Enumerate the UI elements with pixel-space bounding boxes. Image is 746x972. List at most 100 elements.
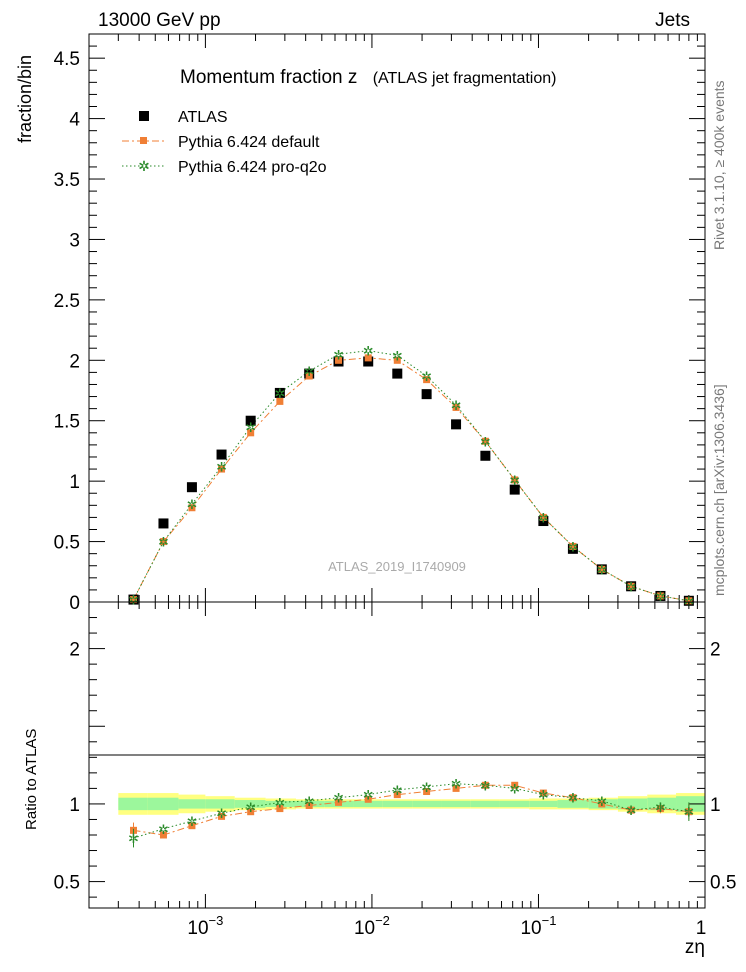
- main-atlas-marker: [480, 450, 491, 461]
- main-pythia-6-424-default-marker: [218, 465, 226, 473]
- ratio-pythia-6-424-pro-q2o-marker: ✲: [538, 788, 549, 803]
- ratio-pythia-6-424-pro-q2o-marker: ✲: [683, 805, 694, 820]
- ratio-band-inner: [205, 799, 235, 809]
- ratio-ticks: [88, 602, 706, 908]
- main-atlas-marker: [392, 368, 403, 379]
- ratio-x-tick-label: 10−1: [520, 913, 556, 939]
- legend: ATLAS Pythia 6.424 default ✲ Pythia 6.42…: [122, 109, 327, 176]
- main-pythia-6-424-pro-q2o-marker: ✲: [567, 539, 578, 554]
- ratio-band-inner: [178, 799, 206, 809]
- main-pythia-6-424-default-marker: [539, 513, 547, 521]
- main-pythia-6-424-pro-q2o-marker: ✲: [245, 420, 256, 435]
- main-y-tick-label: 2: [69, 351, 80, 372]
- legend-marker-proq2o: ✲: [138, 158, 150, 174]
- ratio-band-inner: [382, 800, 413, 808]
- main-pythia-6-424-pro-q2o-marker: ✲: [480, 434, 491, 449]
- main-pythia-6-424-default-marker: [247, 429, 255, 437]
- ratio-pythia-6-424-default-marker: [276, 805, 284, 813]
- main-pythia-6-424-pro-q2o-marker: ✲: [392, 348, 403, 363]
- chart-subtitle: (ATLAS jet fragmentation): [373, 70, 557, 87]
- ratio-frame: [88, 601, 706, 909]
- legend-label-default: Pythia 6.424 default: [178, 134, 320, 151]
- ratio-band-inner: [647, 797, 677, 811]
- main-pythia-6-424-default-marker: [276, 397, 284, 405]
- ratio-panel: ✲✲✲✲ ✲ ✲ ✲ ✲ ✲ ✲ ✲ ✲ ✲ ✲ ✲ ✲ ✲✲ ✲ ✲ 0.5 0.51 12 2 10−3 10−2…: [23, 601, 737, 958]
- main-pythia-6-424-default-marker: [364, 354, 372, 362]
- main-pythia-6-424-pro-q2o-marker: ✲: [626, 579, 637, 594]
- main-pythia-6-424-default-marker: [393, 356, 401, 364]
- main-pythia-6-424-pro-q2o-marker: ✲: [333, 347, 344, 362]
- ratio-line-pythia-6-424-default: [133, 784, 689, 836]
- ratio-pythia-6-424-default-marker: [627, 806, 635, 814]
- main-pythia-6-424-pro-q2o-marker: ✲: [538, 510, 549, 525]
- main-y-tick-label: 1: [69, 472, 80, 493]
- ratio-band-inner: [118, 797, 148, 811]
- ratio-pythia-6-424-pro-q2o-marker: ✲: [626, 803, 637, 818]
- main-atlas-marker: [421, 389, 432, 400]
- legend-marker-atlas: [139, 111, 149, 121]
- ratio-pythia-6-424-pro-q2o-marker: ✲: [655, 800, 666, 815]
- ratio-pythia-6-424-default-marker: [569, 794, 577, 802]
- ratio-x-tick-label: 1: [696, 918, 707, 939]
- main-pythia-6-424-default-marker: [481, 437, 489, 445]
- main-y-tick-label: 3: [69, 230, 80, 251]
- legend-entry-default: Pythia 6.424 default: [122, 134, 320, 151]
- ratio-y-tick-label-right: 2: [710, 640, 721, 661]
- main-y-axis-label: fraction/bin: [15, 55, 35, 143]
- ratio-pythia-6-424-default-marker: [335, 798, 343, 806]
- main-pythia-6-424-default-marker: [335, 356, 343, 364]
- ratio-pythia-6-424-pro-q2o-marker: ✲: [216, 806, 227, 821]
- ratio-y-tick-labels: 0.5 0.5 1 1 2 2: [54, 640, 737, 894]
- ratio-band-inner: [441, 800, 471, 808]
- ratio-y-tick-label-left: 2: [69, 640, 80, 661]
- ratio-y-tick-label-right: 1: [710, 795, 721, 816]
- ratio-pythia-6-424-pro-q2o-marker: ✲: [451, 777, 462, 792]
- ratio-y-tick-label-left: 1: [69, 795, 80, 816]
- main-pythia-6-424-pro-q2o-marker: ✲: [304, 364, 315, 379]
- legend-entry-proq2o: ✲ Pythia 6.424 pro-q2o: [122, 158, 327, 176]
- main-pythia-6-424-pro-q2o-marker: ✲: [128, 593, 139, 608]
- ratio-band-inner: [617, 798, 648, 810]
- main-pythia-6-424-default-marker: [188, 504, 196, 512]
- ratio-pythia-6-424-default-marker: [247, 808, 255, 816]
- main-atlas-marker: [538, 516, 549, 527]
- main-y-tick-label: 3.5: [54, 170, 80, 191]
- main-atlas-marker: [363, 356, 374, 367]
- ratio-pythia-6-424-default-marker: [452, 784, 460, 792]
- main-pythia-6-424-default-marker: [159, 538, 167, 546]
- ratio-x-tick-base: 10: [354, 918, 375, 939]
- main-pythia-6-424-pro-q2o-marker: ✲: [186, 497, 197, 512]
- main-pythia-6-424-pro-q2o-marker: ✲: [596, 562, 607, 577]
- ratio-uncertainty-bands: [118, 793, 705, 815]
- ratio-pythia-6-424-default-marker: [423, 788, 431, 796]
- main-pythia-6-424-pro-q2o-marker: ✲: [655, 589, 666, 604]
- ratio-pythia-6-424-pro-q2o-marker: ✲: [392, 783, 403, 798]
- side-label-top: Rivet 3.1.10, ≥ 400k events: [711, 80, 727, 250]
- ratio-band-inner: [412, 800, 442, 808]
- ratio-pythia-6-424-pro-q2o-marker: ✲: [509, 781, 520, 796]
- main-y-tick-label: 0: [69, 593, 80, 614]
- ratio-pythia-6-424-pro-q2o-marker: ✲: [567, 791, 578, 806]
- chart-title-main: Momentum fraction z: [180, 67, 357, 88]
- ratio-pythia-6-424-pro-q2o-marker: ✲: [245, 800, 256, 815]
- ratio-band-inner: [265, 800, 297, 808]
- main-pythia-6-424-pro-q2o-marker: ✲: [683, 594, 694, 609]
- ratio-y-tick-label-right: 0.5: [710, 873, 736, 894]
- main-pythia-6-424-default-marker: [511, 476, 519, 484]
- ratio-pythia-6-424-pro-q2o-marker: ✲: [186, 814, 197, 829]
- ratio-pythia-6-424-pro-q2o-marker: ✲: [128, 831, 139, 846]
- ratio-pythia-6-424-default-marker: [159, 831, 167, 839]
- ratio-pythia-6-424-pro-q2o-marker: ✲: [158, 822, 169, 837]
- ratio-pythia-6-424-default-marker: [511, 781, 519, 789]
- main-pythia-6-424-default-marker: [598, 565, 606, 573]
- main-y-tick-labels: 0 0.5 1 1.5 2 2.5 3 3.5 4 4.5: [54, 49, 81, 614]
- ratio-band-inner: [234, 800, 266, 808]
- ratio-y-tick-label-left: 0.5: [54, 873, 80, 894]
- ratio-pythia-6-424-pro-q2o-marker: ✲: [480, 778, 491, 793]
- main-pythia-6-424-default-marker: [452, 403, 460, 411]
- main-ticks: [88, 33, 706, 603]
- legend-marker-default: [140, 137, 147, 144]
- ratio-pythia-6-424-default-marker: [218, 812, 226, 820]
- ratio-x-tick-exponent: −1: [542, 913, 557, 928]
- legend-label-proq2o: Pythia 6.424 pro-q2o: [178, 159, 327, 176]
